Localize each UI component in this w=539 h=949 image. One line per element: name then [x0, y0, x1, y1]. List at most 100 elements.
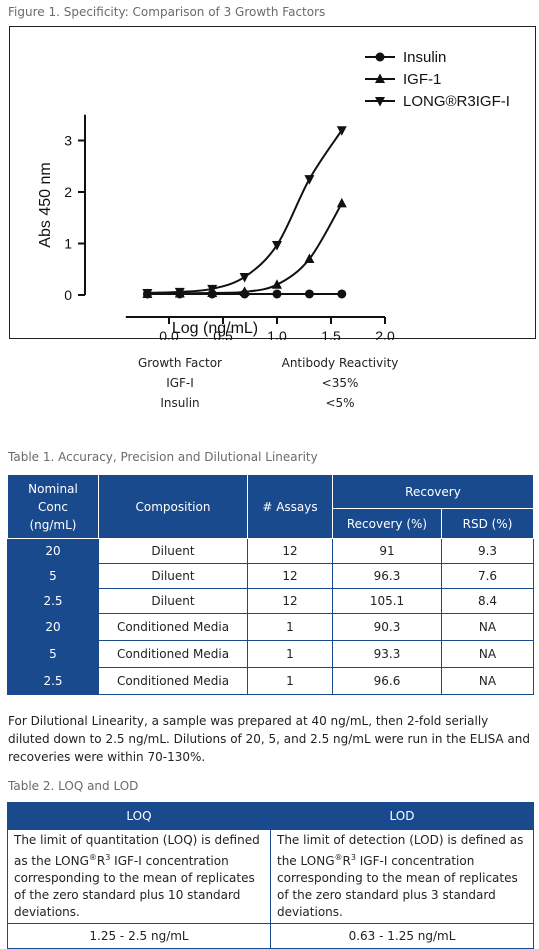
- data-point-series-2: [239, 286, 250, 296]
- legend-entry: Insulin: [403, 49, 446, 66]
- reactivity-summary: Growth Factor Antibody Reactivity IGF-I …: [0, 356, 539, 416]
- superscript-3: 3: [105, 853, 111, 862]
- data-point-series-3: [239, 272, 250, 283]
- recovery-header: Recovery: [332, 474, 534, 509]
- superscript-3: 3: [350, 853, 356, 862]
- nominal-conc-cell: 20: [7, 613, 99, 641]
- data-point-series-1: [272, 289, 282, 299]
- growth-factor-cell: IGF-I: [166, 376, 194, 390]
- x-tick-label: 0.0: [159, 328, 179, 340]
- registered-mark: ®: [334, 853, 343, 862]
- antibody-reactivity-header: Antibody Reactivity: [281, 356, 399, 370]
- recovery-cell: 90.3: [332, 613, 442, 641]
- recovery-cell: 93.3: [332, 640, 442, 668]
- assays-header: # Assays: [247, 474, 333, 539]
- growth-factor-header: Growth Factor: [138, 356, 222, 370]
- table-row: 20 Conditioned Media 1 90.3 NA: [7, 613, 534, 641]
- table-row: 2.5 Diluent 12 105.1 8.4: [7, 588, 534, 614]
- y-tick-label: 1: [64, 236, 72, 252]
- nominal-conc-cell: 20: [7, 538, 99, 564]
- recovery-cell: 105.1: [332, 588, 442, 614]
- loq-header: LOQ: [7, 802, 271, 830]
- data-point-series-3: [272, 241, 282, 251]
- rsd-cell: NA: [441, 613, 534, 641]
- composition-cell: Conditioned Media: [98, 613, 248, 641]
- assays-cell: 12: [247, 588, 333, 614]
- composition-cell: Conditioned Media: [98, 667, 248, 695]
- composition-cell: Diluent: [98, 563, 248, 589]
- unit-label: (ng/mL): [29, 517, 77, 532]
- loq-lod-table: LOQ LOD The limit of quantitation (LOQ) …: [7, 802, 534, 949]
- table-row: 20 Diluent 12 91 9.3: [7, 538, 534, 564]
- nominal-label: Nominal: [28, 481, 78, 496]
- definition-row: The limit of quantitation (LOQ) is defin…: [7, 829, 534, 924]
- reactivity-row: IGF-I <35%: [0, 376, 539, 396]
- data-point-series-3: [304, 175, 315, 185]
- recovery-cell: 96.3: [332, 563, 442, 589]
- assays-cell: 1: [247, 613, 333, 641]
- nominal-conc-header: Nominal Conc (ng/mL): [7, 474, 99, 539]
- series-line-3: [147, 129, 343, 294]
- nominal-conc-cell: 5: [7, 640, 99, 668]
- data-point-series-3: [142, 288, 153, 299]
- assays-cell: 12: [247, 538, 333, 564]
- reactivity-value-cell: <5%: [325, 396, 355, 410]
- composition-cell: Diluent: [98, 538, 248, 564]
- nominal-conc-cell: 2.5: [7, 588, 99, 614]
- loq-definition: The limit of quantitation (LOQ) is defin…: [7, 829, 271, 924]
- lod-value: 0.63 - 1.25 ng/mL: [270, 923, 534, 949]
- composition-header: Composition: [98, 474, 248, 539]
- rsd-cell: 7.6: [441, 563, 534, 589]
- rsd-cell: 9.3: [441, 538, 534, 564]
- rsd-header: RSD (%): [441, 508, 534, 539]
- data-point-series-2: [336, 197, 347, 208]
- rsd-cell: NA: [441, 667, 534, 695]
- table2-caption: Table 2. LOQ and LOD: [8, 779, 139, 793]
- r-label: R: [96, 854, 106, 868]
- x-axis-label: Log (ng/mL): [172, 320, 258, 337]
- dilutional-linearity-note: For Dilutional Linearity, a sample was p…: [8, 714, 531, 764]
- reactivity-value-cell: <35%: [321, 376, 359, 390]
- table-row: 5 Conditioned Media 1 93.3 NA: [7, 640, 534, 668]
- data-point-series-2: [304, 253, 315, 263]
- registered-mark: ®: [88, 853, 97, 862]
- lod-text: The limit of detection (LOD) is defined …: [277, 833, 524, 868]
- x-tick-label: 2.0: [375, 328, 395, 340]
- composition-cell: Conditioned Media: [98, 640, 248, 668]
- lod-definition: The limit of detection (LOD) is defined …: [270, 829, 534, 924]
- data-point-series-1: [304, 289, 314, 299]
- reactivity-header-row: Growth Factor Antibody Reactivity: [0, 356, 539, 376]
- y-tick-label: 3: [64, 133, 72, 149]
- rsd-cell: NA: [441, 640, 534, 668]
- accuracy-table: Nominal Conc (ng/mL) Composition # Assay…: [7, 474, 534, 695]
- assays-cell: 12: [247, 563, 333, 589]
- conc-label: Conc: [38, 499, 68, 514]
- data-point-series-3: [336, 126, 347, 136]
- table1-caption: Table 1. Accuracy, Precision and Dilutio…: [8, 450, 318, 464]
- chart-svg: 0 1 2 3 0.0 0.5 1.0 1.5 2.0 Log (ng/mL) Abs 450 nm…: [37, 49, 510, 340]
- nominal-conc-cell: 5: [7, 563, 99, 589]
- data-point-series-3: [207, 284, 218, 295]
- growth-factor-cell: Insulin: [160, 396, 200, 410]
- specificity-chart: 0 1 2 3 0.0 0.5 1.0 1.5 2.0 Log (ng/mL) Abs 450 nm…: [9, 26, 536, 340]
- data-point-series-1: [337, 289, 347, 299]
- data-point-series-3: [174, 287, 185, 298]
- x-tick-label: 0.5: [213, 328, 233, 340]
- loq-value: 1.25 - 2.5 ng/mL: [7, 923, 271, 949]
- nominal-conc-cell: 2.5: [7, 667, 99, 695]
- rsd-cell: 8.4: [441, 588, 534, 614]
- recovery-cell: 91: [332, 538, 442, 564]
- r-label: R: [342, 854, 351, 868]
- figure-caption: Figure 1. Specificity: Comparison of 3 G…: [8, 5, 326, 19]
- legend-entry: LONG®R3IGF-I: [403, 93, 510, 110]
- assays-cell: 1: [247, 640, 333, 668]
- composition-cell: Diluent: [98, 588, 248, 614]
- table-row: 2.5 Conditioned Media 1 96.6 NA: [7, 667, 534, 695]
- lod-text-rest: IGF-I concentration corresponding to the…: [277, 854, 518, 919]
- recovery-pct-header: Recovery (%): [332, 508, 442, 539]
- data-point-series-2: [272, 279, 282, 289]
- loq-text: The limit of quantitation (LOQ) is defin…: [14, 833, 260, 868]
- loq-text-rest: IGF-I concentration corresponding to the…: [14, 854, 255, 919]
- legend-entry: IGF-1: [403, 71, 441, 88]
- y-tick-label: 2: [64, 184, 72, 200]
